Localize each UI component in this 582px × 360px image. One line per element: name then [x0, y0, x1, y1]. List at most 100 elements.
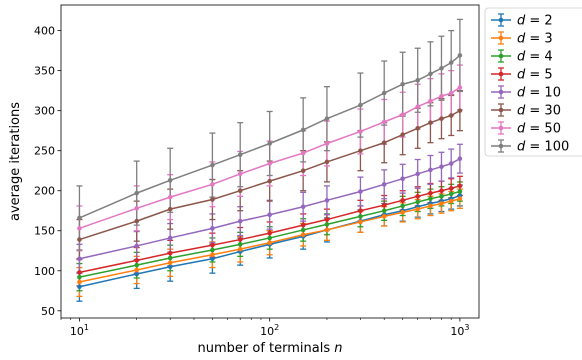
series-4-point — [381, 182, 387, 187]
x-axis: 101 102 103 — [60, 318, 469, 338]
series-5-point — [167, 206, 173, 212]
legend-entry: d = 50 — [517, 122, 561, 137]
series-2-point — [134, 262, 140, 268]
points-layer — [77, 53, 463, 290]
series-1-point — [457, 196, 463, 202]
series-7-point — [210, 162, 215, 168]
series-3-point — [457, 183, 463, 189]
series-3-point — [400, 198, 405, 203]
legend-swatch-marker — [498, 89, 504, 95]
series-4-point — [448, 161, 454, 166]
y-tick-label: 350 — [34, 65, 55, 78]
series-7-point — [358, 102, 363, 108]
series-4-point — [267, 212, 272, 218]
series-7-point — [428, 71, 433, 77]
series-2-point — [324, 222, 330, 227]
series-2-point — [448, 191, 454, 197]
series-5-point — [358, 148, 363, 153]
series-5-point — [439, 116, 444, 121]
series-1-line — [79, 197, 461, 283]
series-6-line — [79, 86, 461, 230]
series-5-point — [324, 159, 330, 165]
series-7-point — [267, 141, 272, 146]
legend-entry: d = 30 — [517, 104, 561, 119]
legend-swatch-marker — [498, 143, 504, 149]
series-2-point — [439, 194, 444, 199]
series-6-point — [134, 206, 140, 211]
series-1-point — [439, 201, 444, 206]
series-7-point — [237, 152, 243, 157]
series-0-point — [210, 256, 215, 262]
series-3-point — [415, 194, 421, 199]
series-1-point — [415, 206, 421, 212]
legend-swatch-marker — [498, 107, 504, 113]
series-0-point — [134, 271, 140, 277]
lines-layer — [79, 54, 461, 288]
series-7-point — [415, 77, 421, 83]
legend-entry: d = 10 — [517, 86, 561, 101]
series-6-point — [324, 141, 330, 146]
series-0-point — [457, 193, 463, 198]
y-axis-label: average iterations — [8, 102, 23, 221]
y-axis: 50 100 150 200 250 300 350 400 — [34, 25, 61, 318]
series-2-point — [267, 235, 272, 241]
x-axis-label: number of terminals n — [198, 341, 343, 356]
series-1-point — [134, 267, 140, 273]
x-tick-label: 102 — [260, 323, 279, 338]
y-tick-label: 400 — [34, 25, 55, 38]
series-7-point — [400, 81, 405, 87]
series-5-point — [210, 197, 215, 202]
series-3-point — [77, 270, 82, 275]
series-6-point — [381, 119, 387, 125]
series-2-line — [79, 190, 461, 278]
series-4-point — [134, 243, 140, 249]
series-1-point — [358, 219, 363, 225]
series-2-point — [358, 214, 363, 219]
y-tick-label: 100 — [34, 265, 55, 278]
series-7-point — [448, 60, 454, 65]
series-1-point — [237, 246, 243, 252]
y-tick-label: 50 — [41, 305, 55, 318]
series-5-point — [267, 178, 272, 184]
series-7-point — [324, 116, 330, 121]
series-3-point — [358, 208, 363, 214]
series-4-point — [415, 171, 421, 177]
series-3-point — [167, 250, 173, 256]
series-6-point — [167, 194, 173, 200]
series-4-point — [324, 198, 330, 203]
series-2-point — [210, 247, 215, 253]
series-5-point — [300, 168, 306, 174]
series-5-point — [400, 132, 405, 137]
legend-entry: d = 2 — [517, 14, 553, 29]
series-1-point — [210, 252, 215, 258]
series-2-point — [167, 255, 173, 261]
legend-entry: d = 3 — [517, 32, 553, 47]
series-5-point — [428, 120, 433, 125]
series-4-point — [428, 167, 433, 173]
series-3-point — [134, 258, 140, 263]
series-6-point — [237, 171, 243, 177]
y-tick-label: 300 — [34, 105, 55, 118]
series-6-point — [300, 150, 306, 156]
legend: d = 2 d = 3 d = 4 d = 5 d = 10 d = 30 d = 50 d … — [484, 7, 582, 157]
series-5-point — [448, 113, 454, 118]
series-1-point — [428, 203, 433, 209]
series-6-point — [400, 112, 405, 117]
legend-swatch-marker — [498, 53, 504, 59]
series-7-point — [77, 215, 82, 221]
series-7-point — [300, 127, 306, 133]
series-4-point — [400, 176, 405, 182]
series-4-point — [210, 226, 215, 231]
series-1-point — [400, 210, 405, 215]
series-4-point — [358, 189, 363, 194]
legend-entry: d = 4 — [517, 50, 553, 65]
x-tick-label: 101 — [70, 323, 89, 338]
series-6-point — [457, 85, 463, 90]
series-6-point — [439, 93, 444, 99]
series-2-point — [77, 274, 82, 280]
series-6-point — [415, 104, 421, 109]
series-2-point — [381, 208, 387, 214]
series-4-point — [167, 235, 173, 241]
legend-swatch-marker — [498, 125, 504, 131]
